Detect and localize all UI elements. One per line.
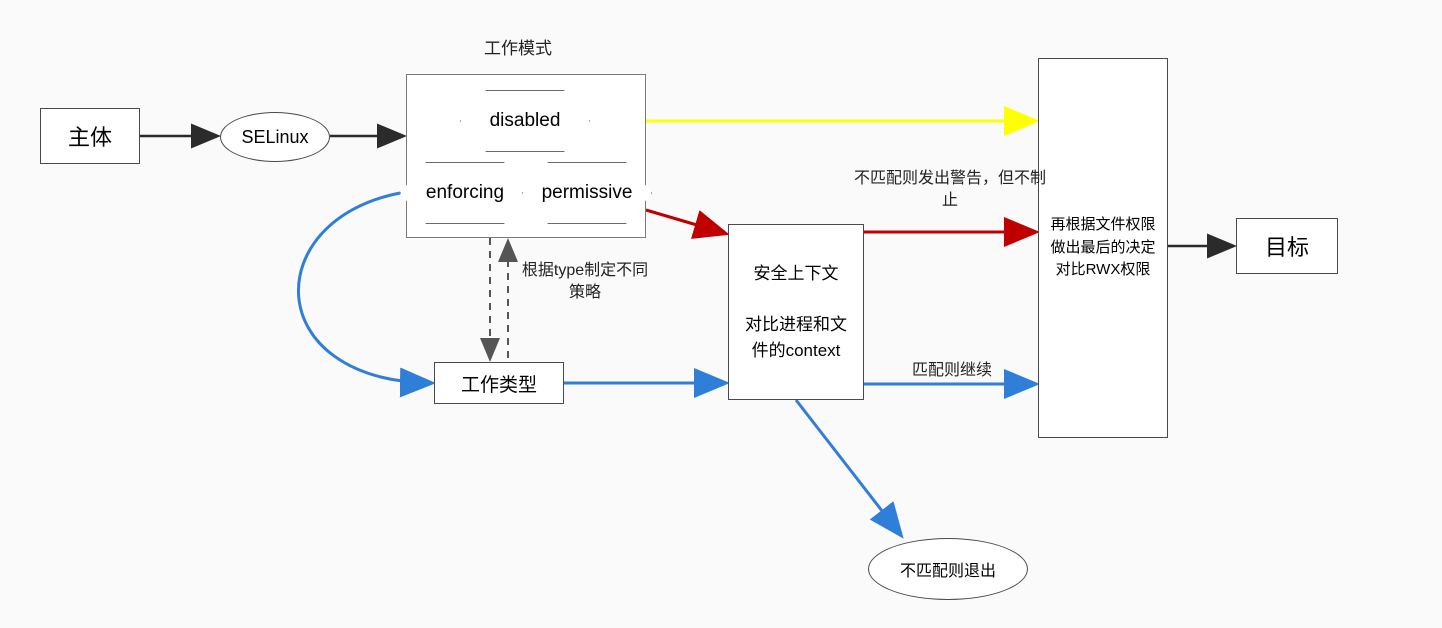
edge-permissive-to-context — [646, 210, 724, 233]
node-worktype-label: 工作类型 — [461, 370, 537, 397]
node-target: 目标 — [1236, 218, 1338, 274]
node-disabled-label: disabled — [490, 110, 561, 132]
label-mode-title: 工作模式 — [458, 38, 578, 61]
node-disabled: disabled — [460, 90, 590, 152]
node-enforcing: enforcing — [400, 162, 530, 224]
node-target-label: 目标 — [1265, 230, 1309, 262]
node-subject-label: 主体 — [68, 120, 112, 152]
arrows-layer — [0, 0, 1442, 628]
label-match-continue: 匹配则继续 — [882, 360, 1022, 382]
label-type-policy: 根据type制定不同策略 — [520, 260, 650, 303]
node-decision-label: 再根据文件权限做出最后的决定对比RWX权限 — [1047, 214, 1159, 282]
node-context-label: 安全上下文 对比进程和文件的context — [739, 261, 853, 363]
node-permissive-label: permissive — [542, 182, 633, 204]
node-subject: 主体 — [40, 108, 140, 164]
diagram-canvas: 主体 SELinux disabled enforcing permissive… — [0, 0, 1442, 628]
node-exit-label: 不匹配则退出 — [900, 557, 996, 581]
node-decision: 再根据文件权限做出最后的决定对比RWX权限 — [1038, 58, 1168, 438]
node-selinux-label: SELinux — [241, 127, 308, 148]
label-warn-nomatch: 不匹配则发出警告，但不制止 — [850, 168, 1050, 211]
node-selinux: SELinux — [220, 112, 330, 162]
node-worktype: 工作类型 — [434, 362, 564, 404]
node-context: 安全上下文 对比进程和文件的context — [728, 224, 864, 400]
node-exit: 不匹配则退出 — [868, 538, 1028, 600]
node-permissive: permissive — [522, 162, 652, 224]
edge-context-to-exit — [796, 400, 900, 534]
node-enforcing-label: enforcing — [426, 182, 504, 204]
